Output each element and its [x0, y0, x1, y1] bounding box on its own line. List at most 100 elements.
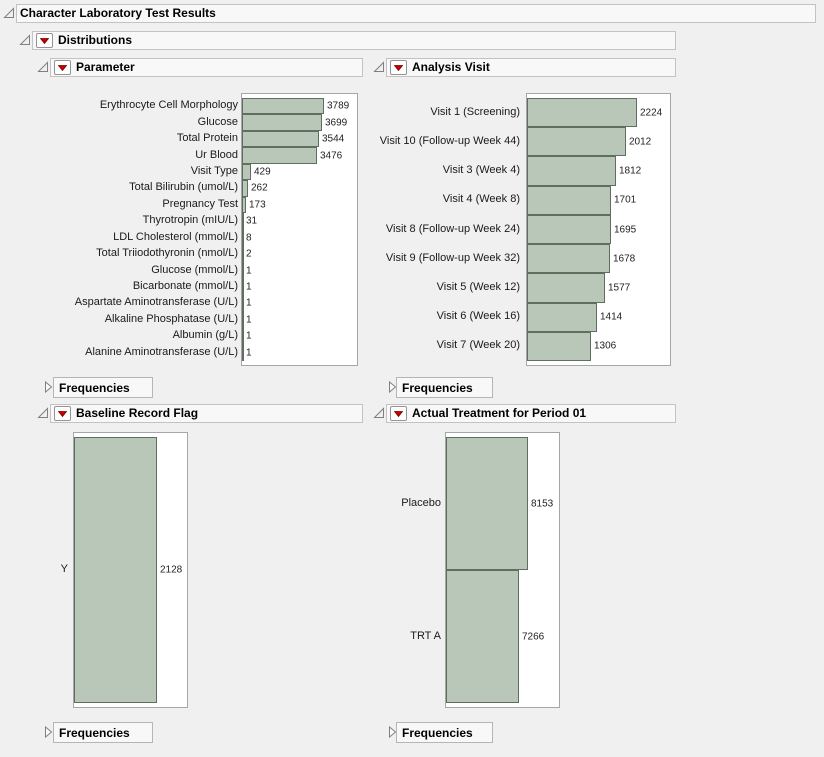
bar[interactable] [242, 311, 244, 329]
bar-value: 7266 [522, 631, 545, 642]
bar[interactable] [527, 156, 616, 186]
frequencies-toggle-parameter[interactable]: Frequencies [53, 377, 153, 398]
red-triangle-menu-icon[interactable] [390, 60, 407, 75]
disclosure-open-icon[interactable] [373, 407, 385, 419]
frequencies-label: Frequencies [59, 725, 130, 740]
bar[interactable] [527, 244, 610, 274]
parameter-title: Parameter [76, 60, 135, 74]
bar[interactable] [527, 214, 611, 245]
category-label: Visit 10 (Follow-up Week 44) [379, 134, 520, 147]
bar-value: 1306 [594, 340, 617, 352]
bar[interactable] [242, 196, 246, 214]
category-label: Placebo [401, 496, 441, 509]
bar[interactable] [242, 114, 322, 131]
baseline-chart-frame: 2128 [73, 432, 188, 708]
bar[interactable] [242, 180, 248, 197]
bar-value: 1414 [600, 311, 623, 323]
bar[interactable] [446, 570, 519, 703]
bar[interactable] [242, 344, 244, 361]
category-label: Visit Type [190, 164, 238, 177]
category-label: Total Triiodothyronin (nmol/L) [96, 247, 238, 260]
frequencies-toggle-analysis-visit[interactable]: Frequencies [396, 377, 493, 398]
category-label: Visit 4 (Week 8) [442, 193, 520, 206]
bar[interactable] [242, 147, 317, 164]
bar-value: 1812 [619, 165, 642, 177]
bar-value: 262 [251, 182, 268, 194]
red-triangle-glyph [40, 37, 49, 44]
category-label: Alanine Aminotransferase (U/L) [85, 345, 238, 358]
bar[interactable] [242, 163, 251, 181]
disclosure-open-icon[interactable] [37, 61, 49, 73]
bar[interactable] [74, 437, 157, 703]
bar[interactable] [242, 328, 244, 345]
red-triangle-menu-icon[interactable] [54, 406, 71, 421]
bar-value: 1701 [614, 194, 637, 206]
disclosure-closed-icon[interactable] [388, 380, 397, 394]
bar[interactable] [242, 130, 319, 148]
baseline-record-flag-outline-header: Baseline Record Flag [50, 404, 363, 423]
bar-value: 1 [246, 297, 252, 309]
bar-value: 429 [254, 166, 271, 178]
actual-treatment-outline-header: Actual Treatment for Period 01 [386, 404, 676, 423]
category-label: TRT A [410, 629, 441, 642]
bar-value: 2128 [160, 564, 183, 576]
bar[interactable] [242, 245, 244, 263]
bar[interactable] [446, 437, 528, 570]
bar[interactable] [242, 295, 244, 312]
category-label: Glucose (mmol/L) [151, 263, 238, 276]
analysis-visit-title: Analysis Visit [412, 60, 490, 74]
parameter-category-labels: Erythrocyte Cell Morphology Glucose Total … [0, 93, 238, 366]
analysis-visit-outline-header: Analysis Visit [386, 58, 676, 77]
disclosure-closed-icon[interactable] [44, 725, 53, 739]
bar[interactable] [242, 229, 244, 246]
red-triangle-menu-icon[interactable] [390, 406, 407, 421]
bar[interactable] [527, 273, 605, 303]
bar-value: 173 [249, 199, 266, 211]
frequencies-label: Frequencies [59, 380, 130, 395]
disclosure-open-icon[interactable] [3, 7, 15, 19]
disclosure-closed-icon[interactable] [388, 725, 397, 739]
bar[interactable] [242, 262, 244, 279]
disclosure-open-icon[interactable] [19, 34, 31, 46]
frequencies-toggle-baseline[interactable]: Frequencies [53, 722, 153, 743]
category-label: Erythrocyte Cell Morphology [99, 99, 238, 112]
disclosure-open-icon[interactable] [373, 61, 385, 73]
bar[interactable] [527, 98, 637, 128]
red-triangle-glyph [394, 64, 403, 71]
bar-value: 1 [246, 314, 252, 326]
baseline-record-flag-title: Baseline Record Flag [76, 406, 199, 420]
red-triangle-menu-icon[interactable] [54, 60, 71, 75]
disclosure-open-icon[interactable] [37, 407, 49, 419]
root-outline-header: Character Laboratory Test Results [16, 4, 816, 23]
bar-value: 1577 [608, 282, 631, 294]
bar[interactable] [527, 185, 611, 215]
distributions-title: Distributions [58, 33, 132, 47]
bar-value: 8153 [531, 498, 554, 509]
bar-value: 1 [246, 281, 252, 293]
frequencies-toggle-treatment[interactable]: Frequencies [396, 722, 493, 743]
category-label: Visit 5 (Week 12) [436, 280, 520, 293]
red-triangle-menu-icon[interactable] [36, 33, 53, 48]
bar-value: 1 [246, 330, 252, 342]
category-label: Bicarbonate (mmol/L) [132, 280, 238, 293]
category-label: Pregnancy Test [162, 197, 238, 210]
bar[interactable] [527, 331, 591, 361]
bar-value: 2012 [629, 136, 652, 148]
page-title: Character Laboratory Test Results [20, 6, 216, 20]
category-label: Visit 3 (Week 4) [442, 164, 520, 177]
disclosure-closed-icon[interactable] [44, 380, 53, 394]
bar[interactable] [242, 278, 244, 296]
bar-value: 8 [246, 232, 252, 244]
distributions-outline-header: Distributions [32, 31, 676, 50]
red-triangle-glyph [58, 410, 67, 417]
bar[interactable] [242, 98, 324, 115]
bar[interactable] [242, 213, 244, 230]
category-label: Y [60, 563, 68, 575]
bar-value: 31 [246, 215, 258, 227]
category-label: Alkaline Phosphatase (U/L) [104, 312, 238, 325]
bar-value: 3544 [322, 133, 345, 145]
bar-value: 1 [246, 265, 252, 277]
bar[interactable] [527, 127, 626, 157]
bar[interactable] [527, 302, 597, 332]
